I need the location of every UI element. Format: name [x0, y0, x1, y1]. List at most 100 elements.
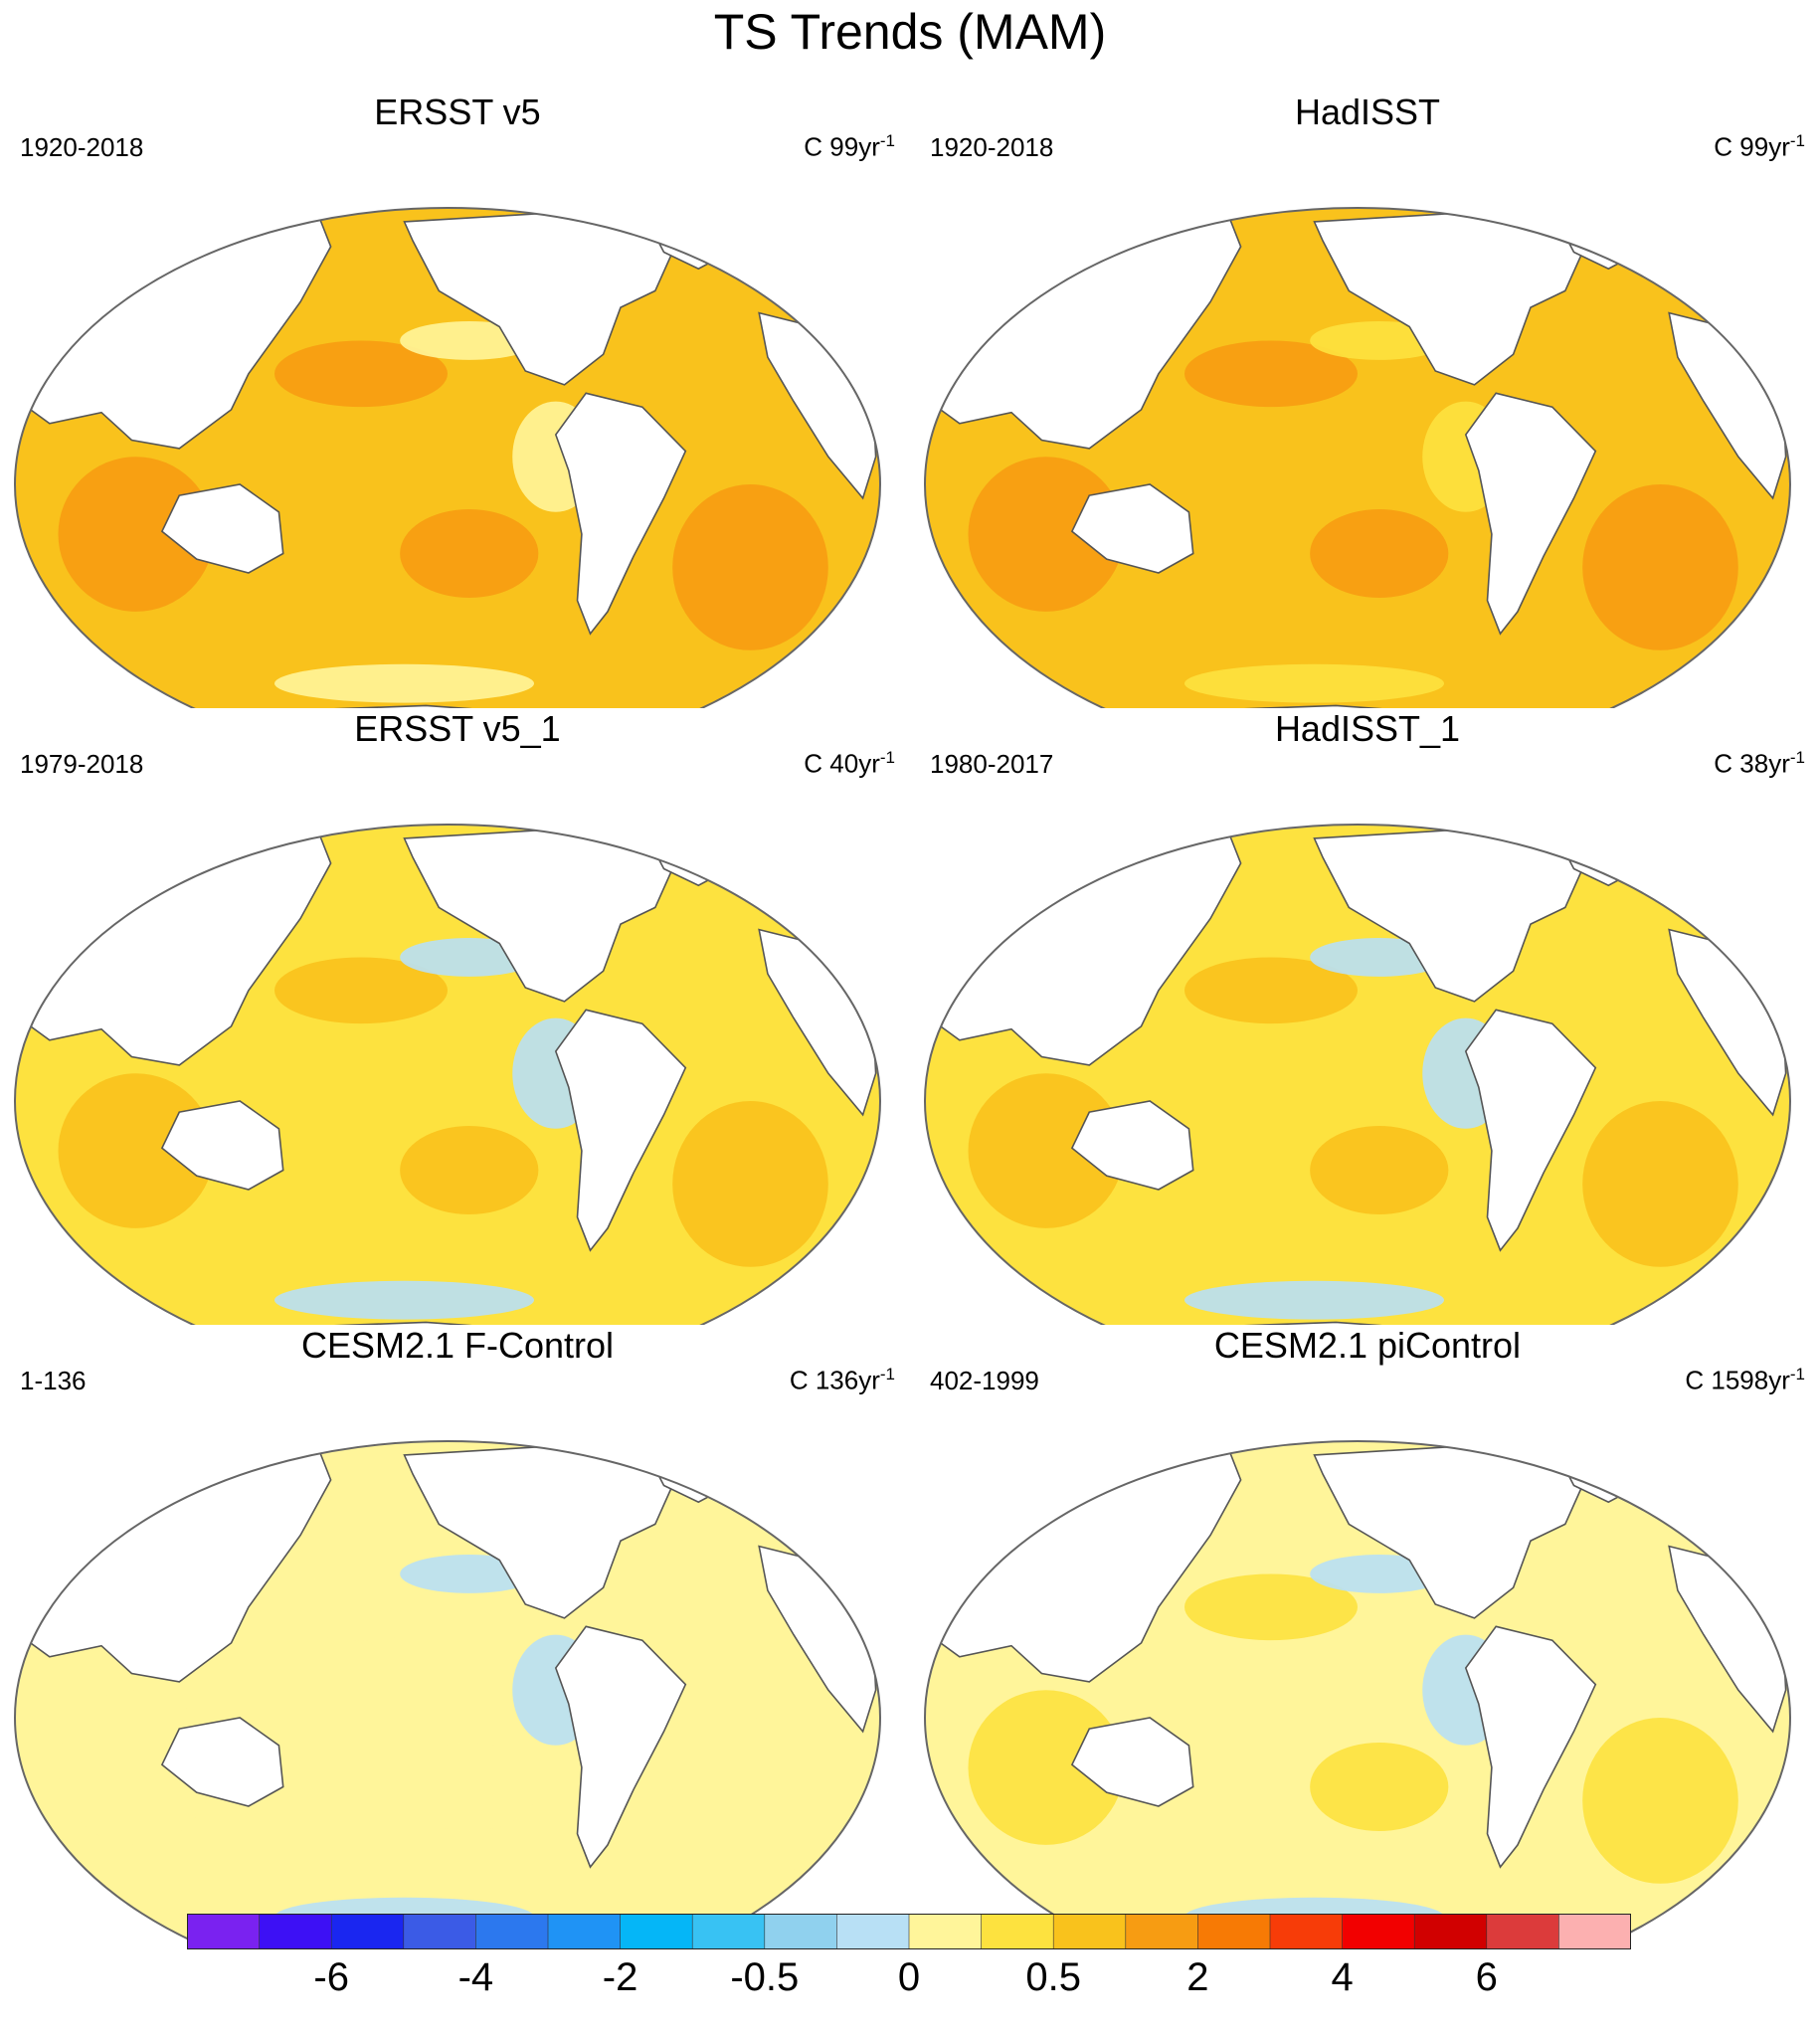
robinson-map [924, 1440, 1791, 1941]
south-america-land-shape [554, 392, 687, 636]
warm-trend-region [1582, 484, 1738, 650]
colorbar-swatch [403, 1914, 477, 1949]
figure-title: TS Trends (MAM) [713, 4, 1107, 60]
colorbar-swatch [1413, 1914, 1488, 1949]
robinson-map [14, 824, 881, 1325]
panel-units: C 40yr-1 [804, 748, 895, 779]
colorbar-swatch [547, 1914, 622, 1949]
colorbar-swatch [764, 1914, 838, 1949]
warm-trend-region [672, 484, 828, 650]
warm-trend-region [1184, 957, 1358, 1024]
warm-trend-region [58, 1073, 215, 1228]
colorbar-swatch [908, 1914, 983, 1949]
panel-period: 1920-2018 [20, 132, 144, 162]
colorbar-tick-label: 4 [1331, 1955, 1354, 1999]
map-panel-hadisst-1: HadISST_1 1980-2017 C 38yr-1 [920, 708, 1815, 1325]
panel-period: 1979-2018 [20, 749, 144, 779]
map-panel-cesm21-picontrol: CESM2.1 piControl 402-1999 C 1598yr-1 [920, 1325, 1815, 1941]
colorbar-swatch [981, 1914, 1054, 1949]
warm-trend-region [400, 509, 539, 598]
warm-trend-region [968, 1073, 1125, 1228]
warm-trend-region [58, 1690, 215, 1845]
cool-trend-region [1184, 663, 1444, 703]
warm-trend-region [1184, 340, 1358, 408]
warm-trend-region [274, 1573, 448, 1641]
map-panel-ersst-v5: ERSST v5 1920-2018 C 99yr-1 [10, 92, 905, 708]
colorbar-tick-label: 0 [897, 1955, 921, 1999]
warm-trend-region [1310, 1743, 1449, 1831]
south-america-land-shape [1464, 1625, 1597, 1869]
panel-units: C 99yr-1 [804, 131, 895, 162]
panel-title: ERSST v5_1 [354, 708, 561, 749]
map-outline [14, 207, 881, 708]
colorbar-swatch [330, 1914, 405, 1949]
colorbar-tick-label: -2 [602, 1955, 638, 1999]
map-outline [924, 207, 1791, 708]
colorbar-labels: -6 -4 -2 -0.5 0 0.5 2 4 6 [0, 1953, 1820, 2013]
map-panel-ersst-v5-1: ERSST v5_1 1979-2018 C 40yr-1 [10, 708, 905, 1325]
cool-trend-region [1184, 1280, 1444, 1320]
warm-trend-region [672, 1101, 828, 1267]
map-outline [14, 1440, 881, 1941]
australia-land-shape [1070, 483, 1194, 574]
warm-trend-region [1582, 1101, 1738, 1267]
colorbar-swatch [259, 1914, 332, 1949]
colorbar-swatch [1197, 1914, 1271, 1949]
panel-period: 1920-2018 [930, 132, 1054, 162]
colorbar-swatch [1125, 1914, 1199, 1949]
colorbar-swatch [475, 1914, 549, 1949]
australia-land-shape [1070, 1717, 1194, 1807]
colorbar-swatch [691, 1914, 766, 1949]
warm-trend-region [968, 1690, 1125, 1845]
warm-trend-region [274, 340, 448, 408]
colorbar-tick-label: -4 [457, 1955, 494, 1999]
colorbar-swatch [836, 1914, 910, 1949]
australia-land-shape [160, 483, 284, 574]
map-panel-cesm21-f-control: CESM2.1 F-Control 1-136 C 136yr-1 [10, 1325, 905, 1941]
colorbar-swatch [1269, 1914, 1344, 1949]
warm-trend-region [400, 1126, 539, 1214]
australia-land-shape [160, 1100, 284, 1191]
warm-trend-region [400, 1743, 539, 1831]
colorbar-tick-label: -6 [313, 1955, 349, 1999]
panel-title: CESM2.1 F-Control [300, 1325, 615, 1366]
south-america-land-shape [554, 1625, 687, 1869]
colorbar-swatch [1486, 1914, 1560, 1949]
panel-units: C 136yr-1 [789, 1365, 895, 1395]
south-america-land-shape [554, 1009, 687, 1252]
map-outline [14, 824, 881, 1325]
panel-units: C 38yr-1 [1714, 748, 1805, 779]
robinson-map [14, 1440, 881, 1941]
australia-land-shape [160, 1717, 284, 1807]
warm-trend-region [58, 457, 215, 612]
colorbar-swatch [187, 1914, 261, 1949]
colorbar-swatch [1558, 1914, 1631, 1949]
panel-title: CESM2.1 piControl [1213, 1325, 1522, 1366]
warm-trend-region [968, 457, 1125, 612]
panel-period: 1-136 [20, 1366, 87, 1395]
colorbar-swatch [1052, 1914, 1127, 1949]
map-outline [924, 1440, 1791, 1941]
colorbar-tick-label: 2 [1186, 1955, 1209, 1999]
colorbar [187, 1914, 1631, 1949]
panel-title: ERSST v5 [374, 92, 541, 132]
colorbar-tick-label: 6 [1475, 1955, 1498, 1999]
panel-title: HadISST [1294, 92, 1441, 132]
colorbar-swatch [1342, 1914, 1415, 1949]
warm-trend-region [274, 957, 448, 1024]
robinson-map [924, 207, 1791, 708]
panel-period: 402-1999 [930, 1366, 1039, 1395]
warm-trend-region [1310, 1126, 1449, 1214]
south-america-land-shape [1464, 392, 1597, 636]
cool-trend-region [274, 663, 534, 703]
map-outline [924, 824, 1791, 1325]
cool-trend-region [274, 1280, 534, 1320]
colorbar-tick-label: -0.5 [730, 1955, 800, 1999]
colorbar-swatch [620, 1914, 694, 1949]
south-america-land-shape [1464, 1009, 1597, 1252]
warm-trend-region [1310, 509, 1449, 598]
panel-units: C 99yr-1 [1714, 131, 1805, 162]
panel-units: C 1598yr-1 [1685, 1365, 1805, 1395]
warm-trend-region [1582, 1718, 1738, 1884]
robinson-map [14, 207, 881, 708]
